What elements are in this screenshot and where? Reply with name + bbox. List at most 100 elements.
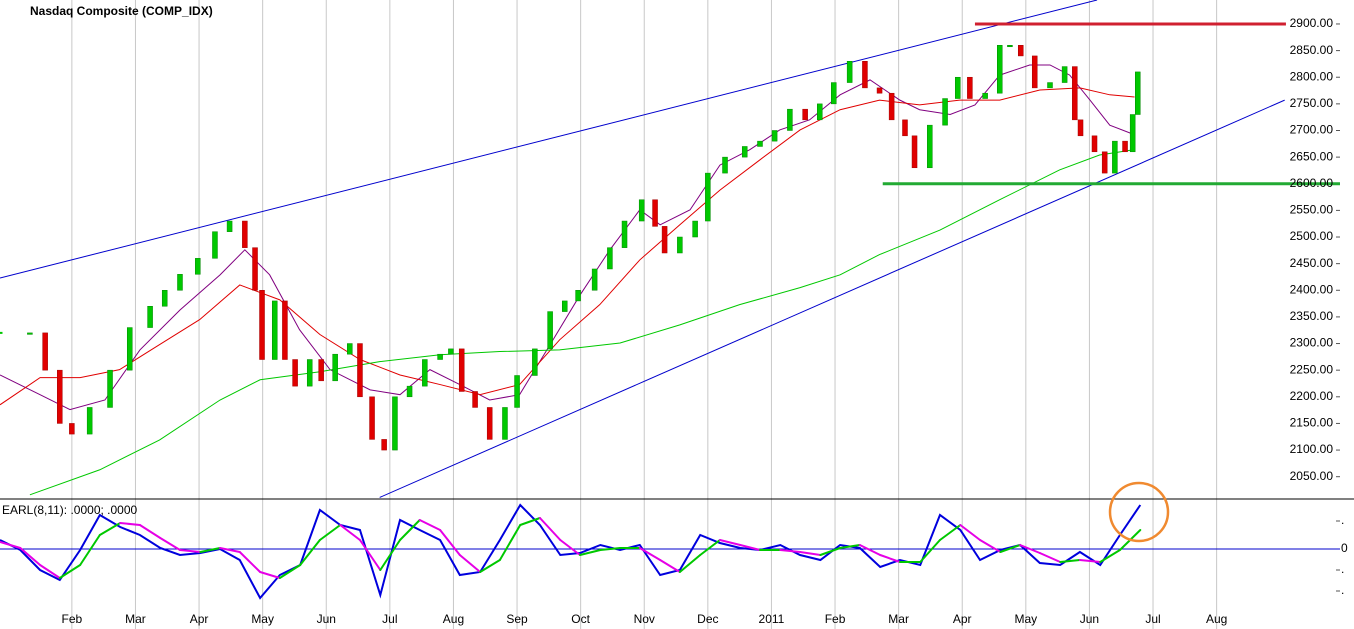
signal-segment bbox=[299, 539, 321, 566]
candle bbox=[472, 391, 478, 408]
signal-segment bbox=[159, 537, 181, 551]
signal-segment bbox=[919, 539, 941, 563]
candle bbox=[195, 258, 201, 275]
signal-segment bbox=[39, 564, 61, 579]
signal-segment bbox=[979, 539, 1002, 553]
marks bbox=[0, 0, 1340, 600]
signal-segment bbox=[839, 544, 861, 549]
candle bbox=[831, 82, 837, 105]
candle bbox=[722, 156, 728, 174]
candle bbox=[177, 274, 183, 291]
candle bbox=[591, 268, 598, 291]
candle bbox=[942, 98, 948, 126]
signal-segment bbox=[1038, 552, 1062, 563]
candle bbox=[0, 331, 3, 334]
candle bbox=[406, 385, 413, 398]
y-tick-label: 2400.00 bbox=[1290, 282, 1334, 296]
x-tick-label: Aug bbox=[443, 612, 464, 626]
candle bbox=[927, 124, 933, 169]
candle bbox=[514, 375, 520, 408]
candle bbox=[57, 369, 63, 424]
y-tick-label: 2700.00 bbox=[1290, 123, 1334, 137]
signal-segment bbox=[19, 547, 42, 566]
signal-segment bbox=[538, 517, 562, 541]
y-tick-label: 2300.00 bbox=[1290, 336, 1334, 350]
signal-segment bbox=[638, 547, 662, 561]
candle bbox=[252, 247, 258, 291]
x-tick-label: Feb bbox=[825, 612, 846, 626]
candle bbox=[282, 300, 288, 360]
signal-segment bbox=[819, 547, 842, 556]
candle bbox=[347, 343, 353, 355]
signal-segment bbox=[1078, 559, 1102, 563]
x-tick-label: Feb bbox=[62, 612, 83, 626]
candle bbox=[771, 130, 778, 142]
x-tick-label: Jul bbox=[382, 612, 397, 626]
candle bbox=[1091, 135, 1098, 153]
candle bbox=[1047, 82, 1053, 89]
y-tick-label: 2200.00 bbox=[1290, 389, 1334, 403]
signal-segment bbox=[318, 524, 342, 541]
x-tick-label: May bbox=[251, 612, 274, 626]
y-tick-label: 2350.00 bbox=[1290, 309, 1334, 323]
candle bbox=[147, 306, 153, 328]
y-tick-label: 2450.00 bbox=[1290, 256, 1334, 270]
y-tick-label: 2750.00 bbox=[1290, 96, 1334, 110]
candle bbox=[982, 92, 988, 99]
y-tick-label: 2250.00 bbox=[1290, 362, 1334, 376]
candle bbox=[292, 359, 298, 387]
signal-segment bbox=[479, 559, 501, 573]
signal-segment bbox=[1059, 559, 1081, 563]
candle bbox=[381, 439, 387, 451]
candle bbox=[1007, 45, 1013, 48]
y-tick-label: 2550.00 bbox=[1290, 203, 1334, 217]
candle bbox=[318, 359, 324, 382]
trend-line bbox=[0, 0, 1098, 279]
signal-segment bbox=[779, 549, 802, 553]
signal-segment bbox=[358, 539, 382, 571]
candle bbox=[705, 172, 711, 222]
signal-segment bbox=[599, 547, 622, 551]
candle bbox=[1061, 66, 1068, 83]
y-tick-label: 2100.00 bbox=[1290, 442, 1334, 456]
candle bbox=[271, 300, 278, 360]
candle bbox=[1017, 45, 1024, 57]
candle bbox=[107, 369, 113, 408]
signal-segment bbox=[199, 547, 222, 553]
signal-segment bbox=[278, 564, 302, 579]
y-tick-label: 2800.00 bbox=[1290, 69, 1334, 83]
candle bbox=[1112, 140, 1118, 174]
candle bbox=[862, 61, 868, 89]
y-tick-label: 2650.00 bbox=[1290, 149, 1334, 163]
signal-segment bbox=[959, 524, 982, 541]
candle bbox=[357, 343, 363, 398]
candle bbox=[486, 407, 493, 440]
candle bbox=[226, 220, 233, 232]
candle bbox=[741, 146, 748, 158]
signal-segment bbox=[938, 524, 962, 541]
candle bbox=[42, 332, 48, 371]
candle bbox=[692, 220, 698, 238]
x-tick-label: Apr bbox=[190, 612, 209, 626]
candle bbox=[817, 103, 823, 121]
candle bbox=[787, 108, 793, 131]
candle bbox=[967, 76, 973, 99]
trend-line bbox=[379, 99, 1285, 498]
candle bbox=[652, 199, 658, 227]
candle bbox=[888, 92, 895, 121]
candle bbox=[69, 423, 75, 435]
candle bbox=[332, 353, 338, 382]
y-tick-label: 2850.00 bbox=[1290, 43, 1334, 57]
x-tick-label: Jun bbox=[317, 612, 336, 626]
signal-segment bbox=[259, 571, 281, 579]
candle bbox=[161, 290, 168, 307]
candle bbox=[1101, 151, 1108, 174]
x-tick-label: Sep bbox=[506, 612, 528, 626]
oscillator-line bbox=[0, 503, 1142, 600]
signal-segment bbox=[178, 549, 202, 553]
candle bbox=[448, 348, 454, 355]
signal-segment bbox=[579, 549, 602, 556]
candle bbox=[757, 140, 763, 147]
